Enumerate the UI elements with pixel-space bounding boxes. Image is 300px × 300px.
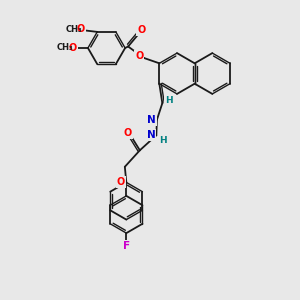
Text: F: F: [123, 241, 130, 251]
Text: O: O: [69, 43, 77, 53]
Text: O: O: [77, 24, 85, 34]
Text: N: N: [147, 130, 155, 140]
Text: O: O: [137, 25, 146, 35]
Text: H: H: [165, 96, 173, 105]
Text: H: H: [159, 136, 167, 145]
Text: CH₃: CH₃: [57, 44, 74, 52]
Text: CH₃: CH₃: [65, 25, 82, 34]
Text: O: O: [124, 128, 132, 138]
Text: O: O: [117, 177, 125, 188]
Text: N: N: [147, 115, 156, 125]
Text: O: O: [135, 51, 143, 62]
